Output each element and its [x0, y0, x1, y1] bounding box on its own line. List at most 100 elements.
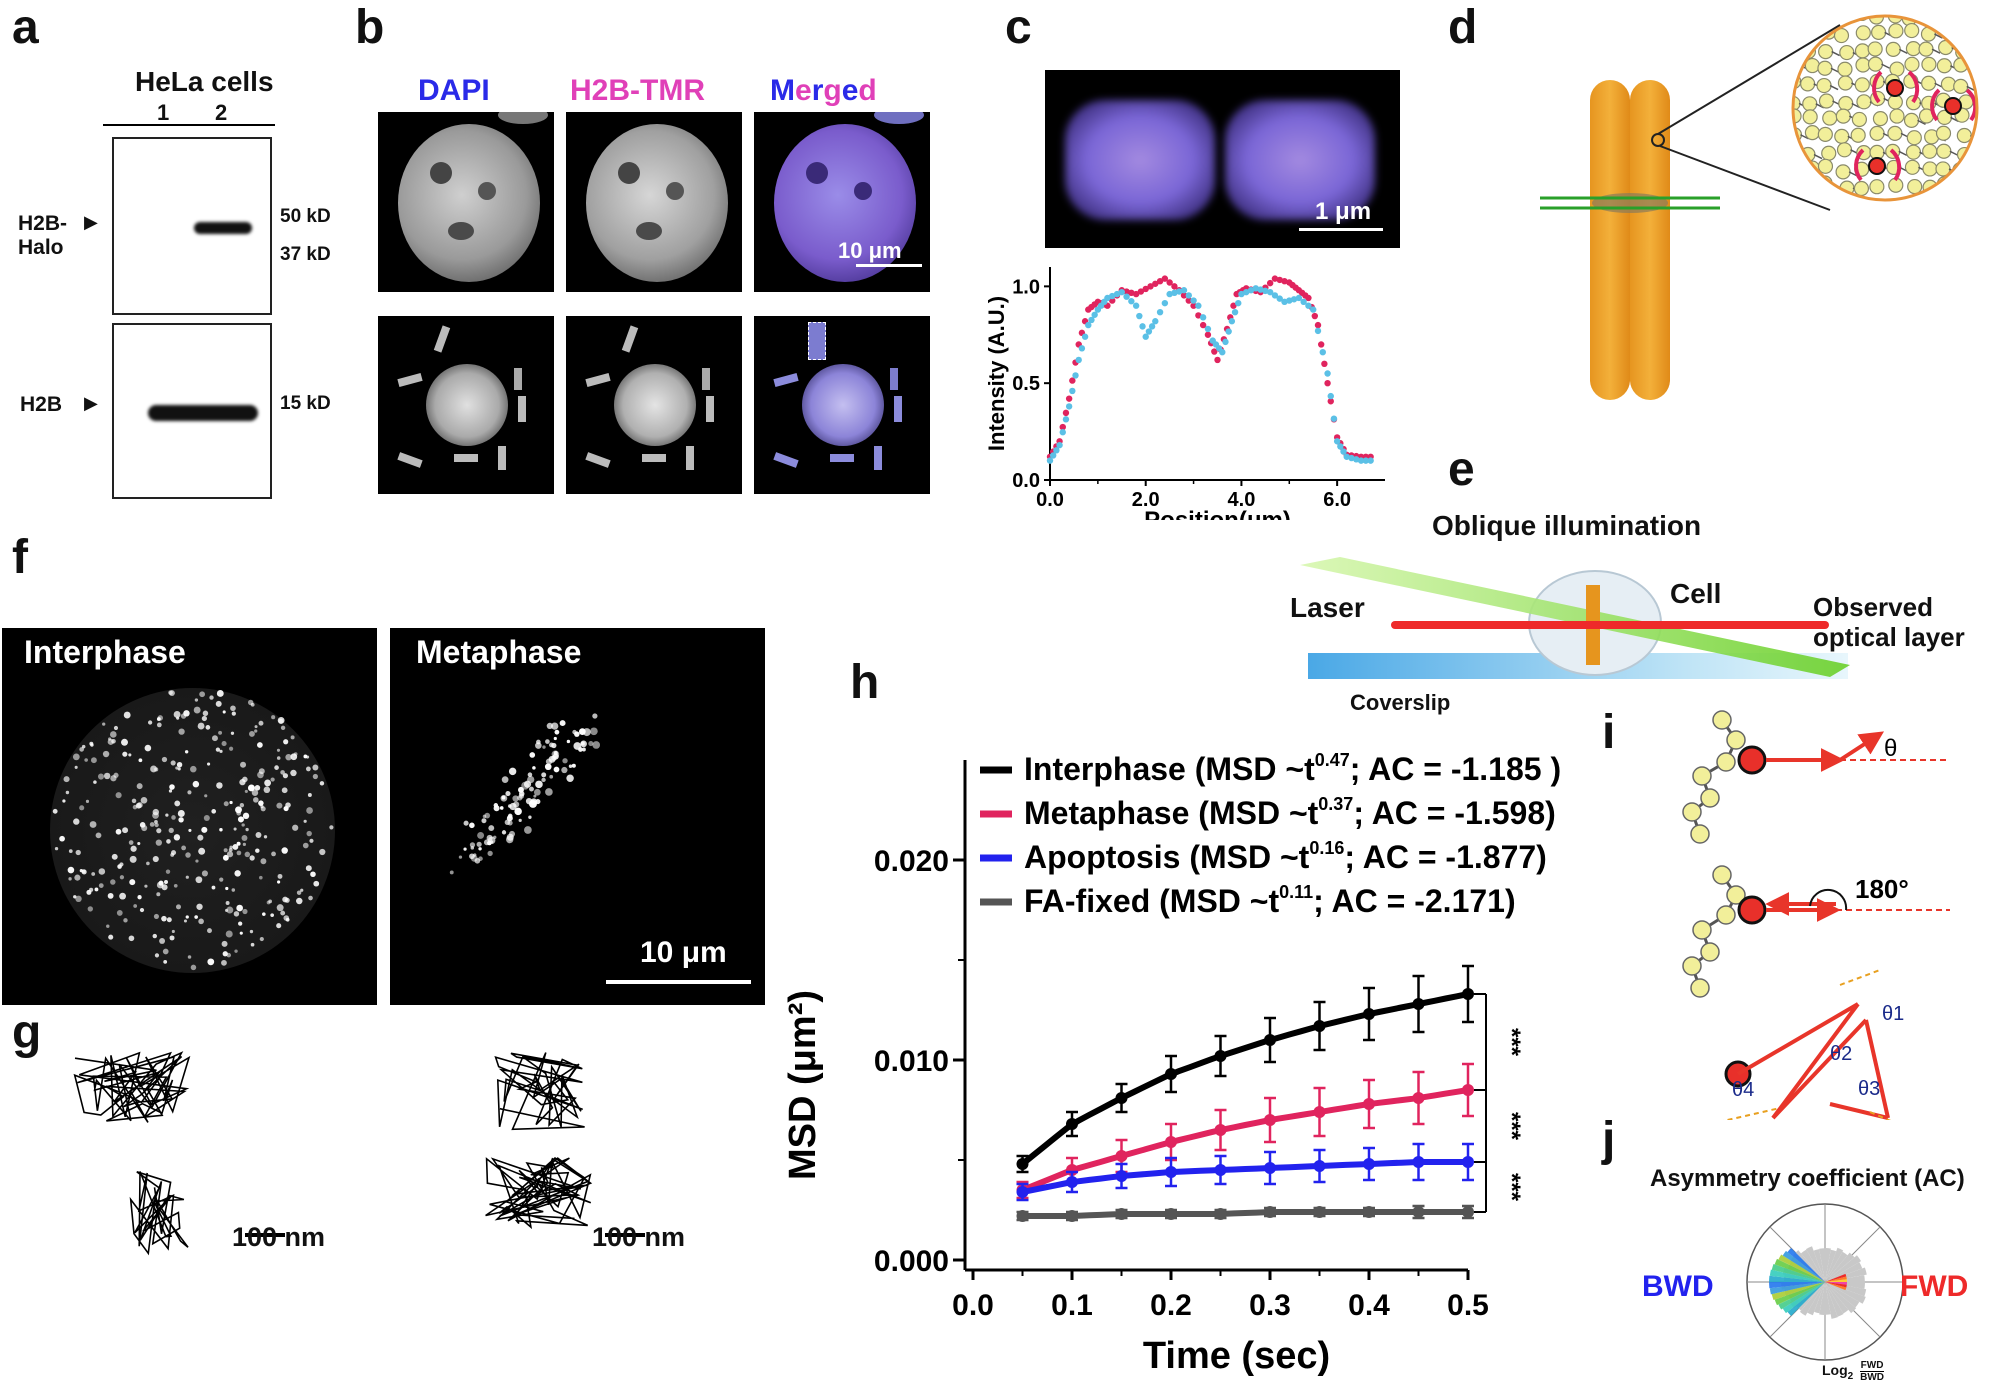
oblique-title: Oblique illumination — [1432, 510, 1702, 541]
nucleosome — [1872, 110, 1889, 127]
h-data-point — [1165, 1068, 1177, 1080]
h-data-point — [1264, 1162, 1276, 1174]
trajectory — [73, 1051, 191, 1123]
linker-dna — [1829, 84, 1839, 91]
intensity-profile-chart: 0.0 2.0 4.0 6.0 0.0 0.5 1.0 Position(μm) Intensi… — [984, 267, 1385, 520]
fluorescent-spot — [62, 799, 66, 803]
h-x-tick-label: 0.3 — [1249, 1289, 1291, 1322]
fluorescent-spot — [305, 865, 312, 872]
fluorescent-spot — [79, 747, 84, 752]
step-vector-2 — [1838, 731, 1885, 762]
c-data-point — [1062, 409, 1070, 417]
rose-wedge-bg — [1825, 1282, 1866, 1304]
c-data-point — [1190, 302, 1197, 309]
h-data-point — [1412, 998, 1425, 1010]
nucleosome — [1921, 56, 1937, 72]
ac-title: Asymmetry coefficient (AC) — [1650, 1165, 1965, 1192]
fluorescent-spot — [147, 720, 153, 725]
fluorescent-spot — [546, 722, 553, 730]
fluorescent-spot — [285, 753, 292, 761]
fluorescent-spot — [231, 888, 236, 892]
fluorescent-spot — [259, 875, 263, 880]
fluorescent-spot — [236, 810, 242, 816]
fluorescent-spot — [194, 915, 198, 919]
c-data-point — [1295, 294, 1303, 302]
fluorescent-spot — [241, 835, 248, 841]
c-data-point — [1113, 290, 1121, 298]
c-y-axis-label: Intensity (A.U.) — [984, 296, 1009, 451]
fluorescent-spot — [280, 725, 286, 730]
fluorescent-spot — [173, 883, 178, 888]
fluorescent-spot — [290, 769, 297, 777]
fluorescent-spot — [532, 766, 536, 770]
fluorescent-spot — [566, 739, 571, 744]
fluorescent-spot — [168, 789, 173, 793]
h-data-point — [1214, 1050, 1227, 1062]
c-x-tick-label: 2.0 — [1132, 489, 1160, 511]
fluorescent-spot — [216, 782, 223, 789]
guide-line — [1839, 969, 1881, 986]
c-data-point — [1231, 308, 1239, 316]
c-x-tick-label: 0.0 — [1036, 489, 1064, 511]
rose-wedge-bg — [1825, 1282, 1831, 1315]
motion-arc — [1854, 148, 1865, 182]
c-data-point — [1123, 288, 1130, 295]
c-data-point — [1118, 288, 1125, 296]
cell-label: Cell — [1670, 578, 1722, 609]
fluorescent-spot — [250, 942, 255, 947]
theta-label: θ — [1884, 735, 1897, 762]
nucleosome — [1793, 161, 1803, 177]
fluorescent-spot — [185, 852, 191, 858]
fluorescent-spot — [277, 880, 281, 884]
fluorescent-spot — [155, 839, 162, 846]
fluorescent-spot — [154, 820, 158, 824]
fluorescent-spot — [171, 929, 175, 934]
c-data-point — [1367, 457, 1374, 464]
lane-2-label: 2 — [215, 100, 228, 125]
fluorescent-spot — [108, 934, 114, 940]
nucleosome — [1793, 25, 1804, 41]
fluorescent-spot — [303, 819, 307, 823]
nucleosome — [1692, 920, 1712, 940]
fluorescent-spot — [102, 750, 110, 758]
fluorescent-spot — [249, 730, 255, 737]
msd-chart: 0.0 0.1 0.2 0.3 0.4 0.5 0.000 0.010 0.020 Time (s… — [782, 750, 1561, 1377]
fluorescent-spot — [236, 904, 244, 912]
nucleosome — [1855, 57, 1871, 73]
theta4-label: θ4 — [1732, 1079, 1754, 1101]
header-h2b-tmr: H2B-TMR — [570, 74, 705, 107]
c-data-point — [1225, 328, 1232, 335]
fluorescent-spot — [110, 879, 116, 885]
fluorescent-spot — [181, 845, 187, 851]
panel-label-a: a — [12, 1, 39, 54]
theta2-label: θ2 — [1830, 1043, 1852, 1065]
theta1-label: θ1 — [1882, 1003, 1904, 1025]
rose-wedge-bg — [1825, 1282, 1857, 1314]
fluorescent-spot — [458, 855, 463, 859]
merged-letter-2: e — [795, 74, 812, 107]
c-data-point — [1300, 298, 1307, 306]
fluorescent-spot — [139, 907, 145, 913]
fluorescent-spot — [223, 848, 228, 853]
fluorescent-spot — [236, 850, 242, 856]
fluorescent-spot — [184, 750, 189, 754]
fluorescent-spot — [211, 735, 218, 742]
fluorescent-spot — [245, 827, 249, 832]
nucleosome — [1793, 57, 1801, 73]
h-data-point — [1066, 1118, 1078, 1130]
fluorescent-spot — [278, 718, 284, 724]
h-series-line — [1020, 991, 1469, 1167]
nucleosome — [1839, 44, 1855, 61]
fluorescent-spot — [156, 892, 161, 897]
rose-wedge-bg — [1819, 1282, 1825, 1315]
nucleosome — [1940, 76, 1957, 92]
nucleosome — [1867, 56, 1884, 72]
fluorescent-spot — [194, 698, 199, 702]
nucleosome — [1817, 126, 1833, 142]
nucleosome — [1850, 127, 1866, 143]
c-data-point — [1081, 333, 1089, 340]
fluorescent-spot — [152, 933, 158, 939]
c-data-point — [1056, 441, 1063, 449]
labeled-nucleosome — [1944, 97, 1962, 115]
linker-dna — [1932, 16, 1942, 21]
